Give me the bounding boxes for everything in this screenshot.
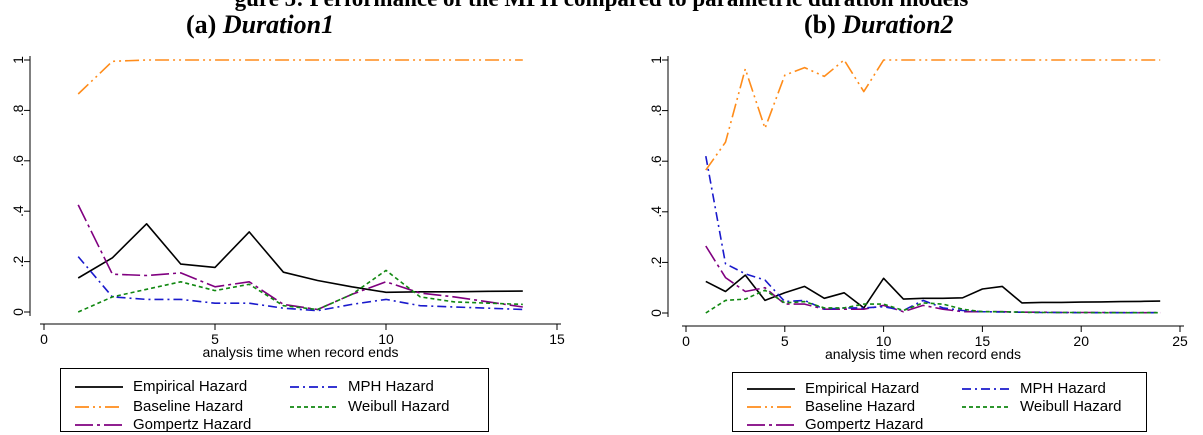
b-y-tick-label: .4 <box>648 206 664 218</box>
legend-label: Weibull Hazard <box>348 398 450 415</box>
legend-swatch <box>290 386 338 388</box>
a-y-tick-label: .8 <box>10 104 26 116</box>
legend-label: Baseline Hazard <box>805 398 916 415</box>
a-series-empirical-hazard <box>77 223 523 294</box>
panel-a-title-prefix: (a) <box>186 10 223 39</box>
b-x-tick-label: 20 <box>1073 333 1089 349</box>
legend-a: Empirical Hazard MPH Hazard Baseline Hazar… <box>60 368 489 433</box>
legend-label: Weibull Hazard <box>1020 398 1122 415</box>
b-x-axis-label: analysis time when record ends <box>825 346 1021 362</box>
panel-b-title: (b) Duration2 <box>804 10 954 40</box>
b-series-baseline-hazard <box>705 59 1161 171</box>
b-y-tick-label: 0 <box>648 309 664 317</box>
b-series-mph-hazard <box>705 155 1161 314</box>
legend-swatch <box>962 388 1010 390</box>
b-x-tick-label: 10 <box>876 333 892 349</box>
legend-swatch <box>75 386 123 388</box>
a-y-tick-label: .6 <box>10 155 26 167</box>
b-x-tick-label: 25 <box>1172 333 1188 349</box>
a-y-tick-label: .2 <box>10 256 26 268</box>
legend-swatch <box>75 406 123 408</box>
legend-label: Empirical Hazard <box>805 380 920 397</box>
a-x-tick-label: 5 <box>211 331 219 347</box>
a-y-tick-label: 0 <box>10 308 26 316</box>
a-series-weibull-hazard <box>77 269 523 313</box>
legend-label: Baseline Hazard <box>133 398 244 415</box>
a-y-tick-label: .4 <box>10 205 26 217</box>
a-series-mph-hazard <box>77 256 523 312</box>
panel-a-title-name: Duration1 <box>222 10 335 39</box>
b-x-tick-label: 15 <box>975 333 991 349</box>
legend-b: Empirical Hazard MPH Hazard Baseline Hazar… <box>732 372 1147 433</box>
panel-b-title-prefix: (b) <box>804 10 843 39</box>
a-series-baseline-hazard <box>77 59 523 95</box>
legend-swatch <box>747 406 795 408</box>
b-series-empirical-hazard <box>705 274 1161 309</box>
a-y-tick-label: 1 <box>10 56 26 64</box>
legend-swatch <box>962 406 1010 408</box>
figure-title: gure 5: Performance of the MPH compared … <box>0 0 1203 12</box>
legend-swatch <box>290 406 338 408</box>
b-y-tick-label: .8 <box>648 105 664 117</box>
legend-label: Empirical Hazard <box>133 378 248 395</box>
b-series-weibull-hazard <box>705 289 1161 314</box>
legend-label: MPH Hazard <box>1020 380 1106 397</box>
b-x-tick-label: 5 <box>781 333 789 349</box>
panel-a-title: (a) Duration1 <box>186 10 334 40</box>
a-x-tick-label: 0 <box>40 331 48 347</box>
a-x-tick-label: 10 <box>378 331 394 347</box>
b-y-tick-label: .6 <box>648 155 664 167</box>
a-x-axis-label: analysis time when record ends <box>202 344 398 360</box>
legend-label: MPH Hazard <box>348 378 434 395</box>
legend-swatch <box>75 424 123 426</box>
legend-label: Gompertz Hazard <box>133 416 252 433</box>
b-y-tick-label: 1 <box>648 56 664 64</box>
a-x-tick-label: 15 <box>549 331 565 347</box>
legend-label: Gompertz Hazard <box>805 416 924 433</box>
panel-b-title-name: Duration2 <box>842 10 954 39</box>
b-y-tick-label: .2 <box>648 256 664 268</box>
b-x-tick-label: 0 <box>682 333 690 349</box>
legend-swatch <box>747 388 795 390</box>
legend-swatch <box>747 424 795 426</box>
